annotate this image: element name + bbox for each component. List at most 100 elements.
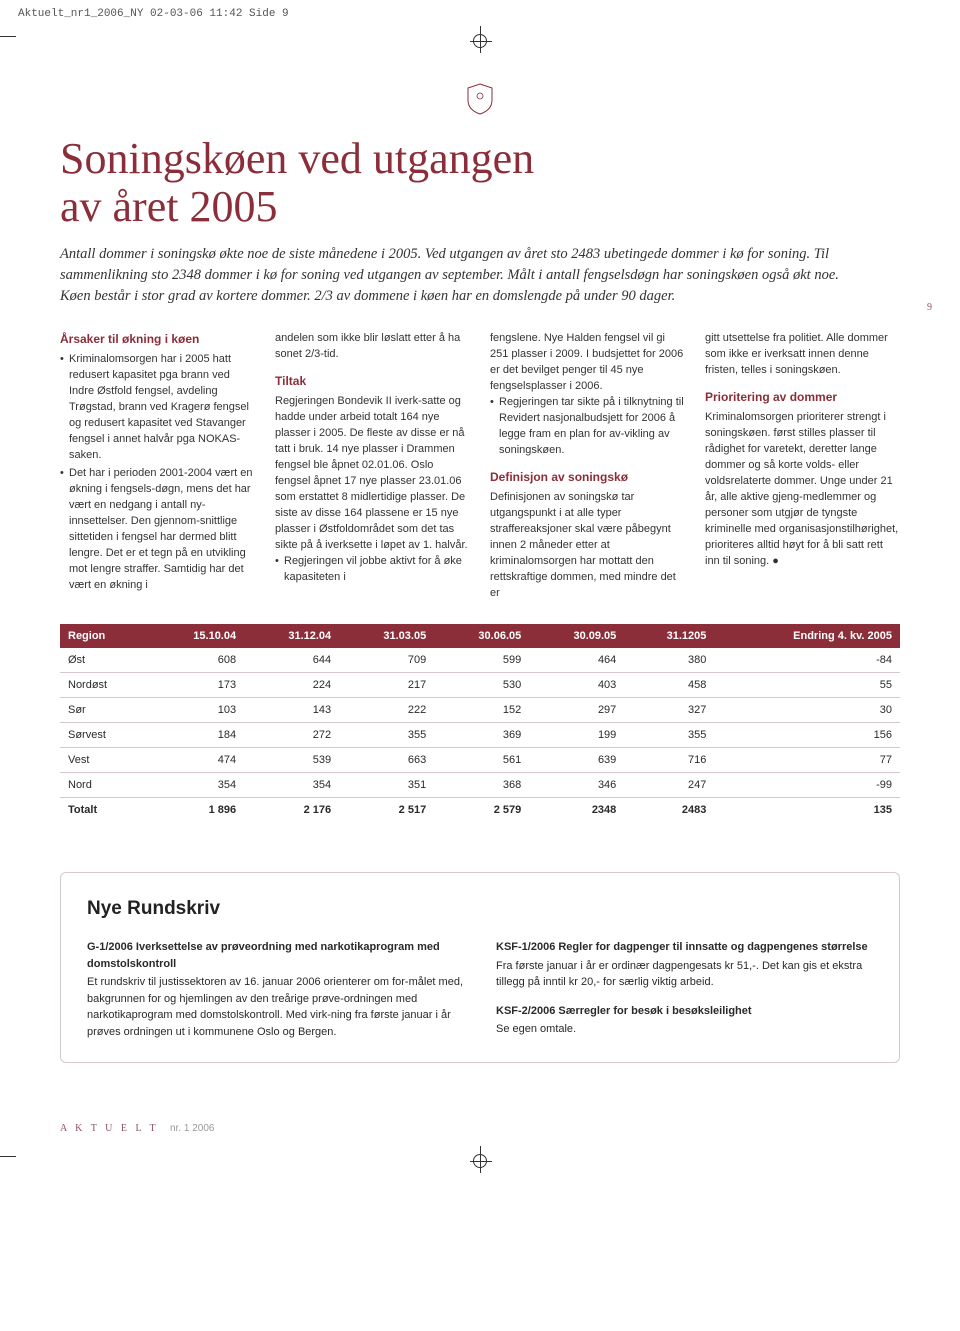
region-data-table: Region15.10.0431.12.0431.03.0530.06.0530… bbox=[60, 624, 900, 822]
table-cell: 403 bbox=[529, 672, 624, 697]
page-footer: A K T U E L T nr. 1 2006 bbox=[0, 1093, 960, 1144]
col2-pre: andelen som ikke blir løslatt etter å ha… bbox=[275, 331, 470, 363]
table-cell: Nord bbox=[60, 772, 149, 797]
col2-body: Regjeringen Bondevik II iverk-satte og h… bbox=[275, 394, 470, 553]
table-total-cell: 1 896 bbox=[149, 797, 244, 822]
table-header-cell: 30.06.05 bbox=[434, 624, 529, 648]
col3-body: Definisjonen av soningskø tar utgangspun… bbox=[490, 490, 685, 602]
table-cell: 539 bbox=[244, 747, 339, 772]
table-cell: 217 bbox=[339, 672, 434, 697]
table-cell: 644 bbox=[244, 648, 339, 673]
table-total-cell: 2 176 bbox=[244, 797, 339, 822]
print-filename: Aktuelt_nr1_2006_NY 02-03-06 11:42 Side … bbox=[18, 8, 289, 20]
table-cell: 355 bbox=[339, 722, 434, 747]
rundskriv-right-sub2: KSF-2/2006 Særregler for besøk i besøksl… bbox=[496, 1003, 873, 1020]
table-total-cell: 2483 bbox=[624, 797, 714, 822]
table-cell: Nordøst bbox=[60, 672, 149, 697]
table-cell: 608 bbox=[149, 648, 244, 673]
table-cell: 199 bbox=[529, 722, 624, 747]
col3-heading: Definisjon av soningskø bbox=[490, 469, 685, 486]
title-line-2: av året 2005 bbox=[60, 182, 277, 231]
table-total-row: Totalt1 8962 1762 5172 57923482483135 bbox=[60, 797, 900, 822]
table-body: Øst608644709599464380-84Nordøst173224217… bbox=[60, 648, 900, 822]
col1-heading: Årsaker til økning i køen bbox=[60, 331, 255, 348]
side-page-number: 9 bbox=[927, 302, 932, 313]
table-cell: Sørvest bbox=[60, 722, 149, 747]
column-2: andelen som ikke blir løslatt etter å ha… bbox=[275, 331, 470, 601]
table-cell: 77 bbox=[714, 747, 900, 772]
table-cell: 474 bbox=[149, 747, 244, 772]
table-cell: 716 bbox=[624, 747, 714, 772]
table-cell: 222 bbox=[339, 697, 434, 722]
body-columns: Årsaker til økning i køen Kriminalomsorg… bbox=[60, 331, 900, 601]
table-row: Øst608644709599464380-84 bbox=[60, 648, 900, 673]
footer-brand: A K T U E L T bbox=[60, 1123, 158, 1134]
col3-bullet-1: Regjeringen tar sikte på i tilknytning t… bbox=[490, 395, 685, 459]
table-cell: 599 bbox=[434, 648, 529, 673]
table-cell: 369 bbox=[434, 722, 529, 747]
table-cell: 561 bbox=[434, 747, 529, 772]
table-cell: 272 bbox=[244, 722, 339, 747]
table-header-cell: Endring 4. kv. 2005 bbox=[714, 624, 900, 648]
table-row: Nordøst17322421753040345855 bbox=[60, 672, 900, 697]
rundskriv-left-body1: Et rundskriv til justissektoren av 16. j… bbox=[87, 974, 464, 1040]
print-crop-header: Aktuelt_nr1_2006_NY 02-03-06 11:42 Side … bbox=[0, 0, 960, 24]
table-cell: 297 bbox=[529, 697, 624, 722]
col4-heading: Prioritering av dommer bbox=[705, 389, 900, 406]
table-cell: Sør bbox=[60, 697, 149, 722]
table-row: Vest47453966356163971677 bbox=[60, 747, 900, 772]
table-cell: 354 bbox=[244, 772, 339, 797]
table-cell: 156 bbox=[714, 722, 900, 747]
rundskriv-title: Nye Rundskriv bbox=[87, 895, 873, 924]
col2-heading: Tiltak bbox=[275, 373, 470, 390]
col4-body: Kriminalomsorgen prioriterer strengt i s… bbox=[705, 410, 900, 569]
table-cell: 709 bbox=[339, 648, 434, 673]
table-cell: 663 bbox=[339, 747, 434, 772]
table-total-cell: Totalt bbox=[60, 797, 149, 822]
table-header-row: Region15.10.0431.12.0431.03.0530.06.0530… bbox=[60, 624, 900, 648]
table-row: Sør10314322215229732730 bbox=[60, 697, 900, 722]
table-cell: 173 bbox=[149, 672, 244, 697]
table-row: Sørvest184272355369199355156 bbox=[60, 722, 900, 747]
lead-paragraph: Antall dommer i soningskø økte noe de si… bbox=[60, 244, 840, 307]
rundskriv-right-body2: Se egen omtale. bbox=[496, 1021, 873, 1038]
table-cell: 184 bbox=[149, 722, 244, 747]
col1-bullet-1: Kriminalomsorgen har i 2005 hatt reduser… bbox=[60, 352, 255, 464]
table-header-cell: 30.09.05 bbox=[529, 624, 624, 648]
column-4: gitt utsettelse fra politiet. Alle domme… bbox=[705, 331, 900, 601]
table-header-cell: Region bbox=[60, 624, 149, 648]
table-cell: 639 bbox=[529, 747, 624, 772]
table-cell: 327 bbox=[624, 697, 714, 722]
col1-bullet-2: Det har i perioden 2001-2004 vært en økn… bbox=[60, 466, 255, 594]
table-cell: Vest bbox=[60, 747, 149, 772]
col3-pre: fengslene. Nye Halden fengsel vil gi 251… bbox=[490, 331, 685, 395]
table-cell: 55 bbox=[714, 672, 900, 697]
table-header-cell: 15.10.04 bbox=[149, 624, 244, 648]
crest-logo-icon bbox=[60, 82, 900, 121]
table-cell: -99 bbox=[714, 772, 900, 797]
table-cell: 458 bbox=[624, 672, 714, 697]
rundskriv-left: G-1/2006 Iverksettelse av prøveordning m… bbox=[87, 933, 464, 1040]
rundskriv-left-sub1: G-1/2006 Iverksettelse av prøveordning m… bbox=[87, 939, 464, 972]
table-header-cell: 31.1205 bbox=[624, 624, 714, 648]
table-cell: Øst bbox=[60, 648, 149, 673]
article-title: Soningskøen ved utgangen av året 2005 bbox=[60, 135, 900, 230]
rundskriv-right-body1: Fra første januar i år er ordinær dagpen… bbox=[496, 958, 873, 991]
table-cell: 351 bbox=[339, 772, 434, 797]
table-cell: 103 bbox=[149, 697, 244, 722]
table-header-cell: 31.03.05 bbox=[339, 624, 434, 648]
table-cell: 380 bbox=[624, 648, 714, 673]
column-1: Årsaker til økning i køen Kriminalomsorg… bbox=[60, 331, 255, 601]
table-total-cell: 2 517 bbox=[339, 797, 434, 822]
rundskriv-right-sub1: KSF-1/2006 Regler for dagpenger til inns… bbox=[496, 939, 873, 956]
table-cell: 152 bbox=[434, 697, 529, 722]
column-3: fengslene. Nye Halden fengsel vil gi 251… bbox=[490, 331, 685, 601]
rundskriv-right: KSF-1/2006 Regler for dagpenger til inns… bbox=[496, 933, 873, 1040]
table-cell: -84 bbox=[714, 648, 900, 673]
table-total-cell: 2348 bbox=[529, 797, 624, 822]
table-cell: 368 bbox=[434, 772, 529, 797]
col2-bullet-1: Regjeringen vil jobbe aktivt for å øke k… bbox=[275, 554, 470, 586]
table-cell: 224 bbox=[244, 672, 339, 697]
table-total-cell: 2 579 bbox=[434, 797, 529, 822]
table-cell: 354 bbox=[149, 772, 244, 797]
